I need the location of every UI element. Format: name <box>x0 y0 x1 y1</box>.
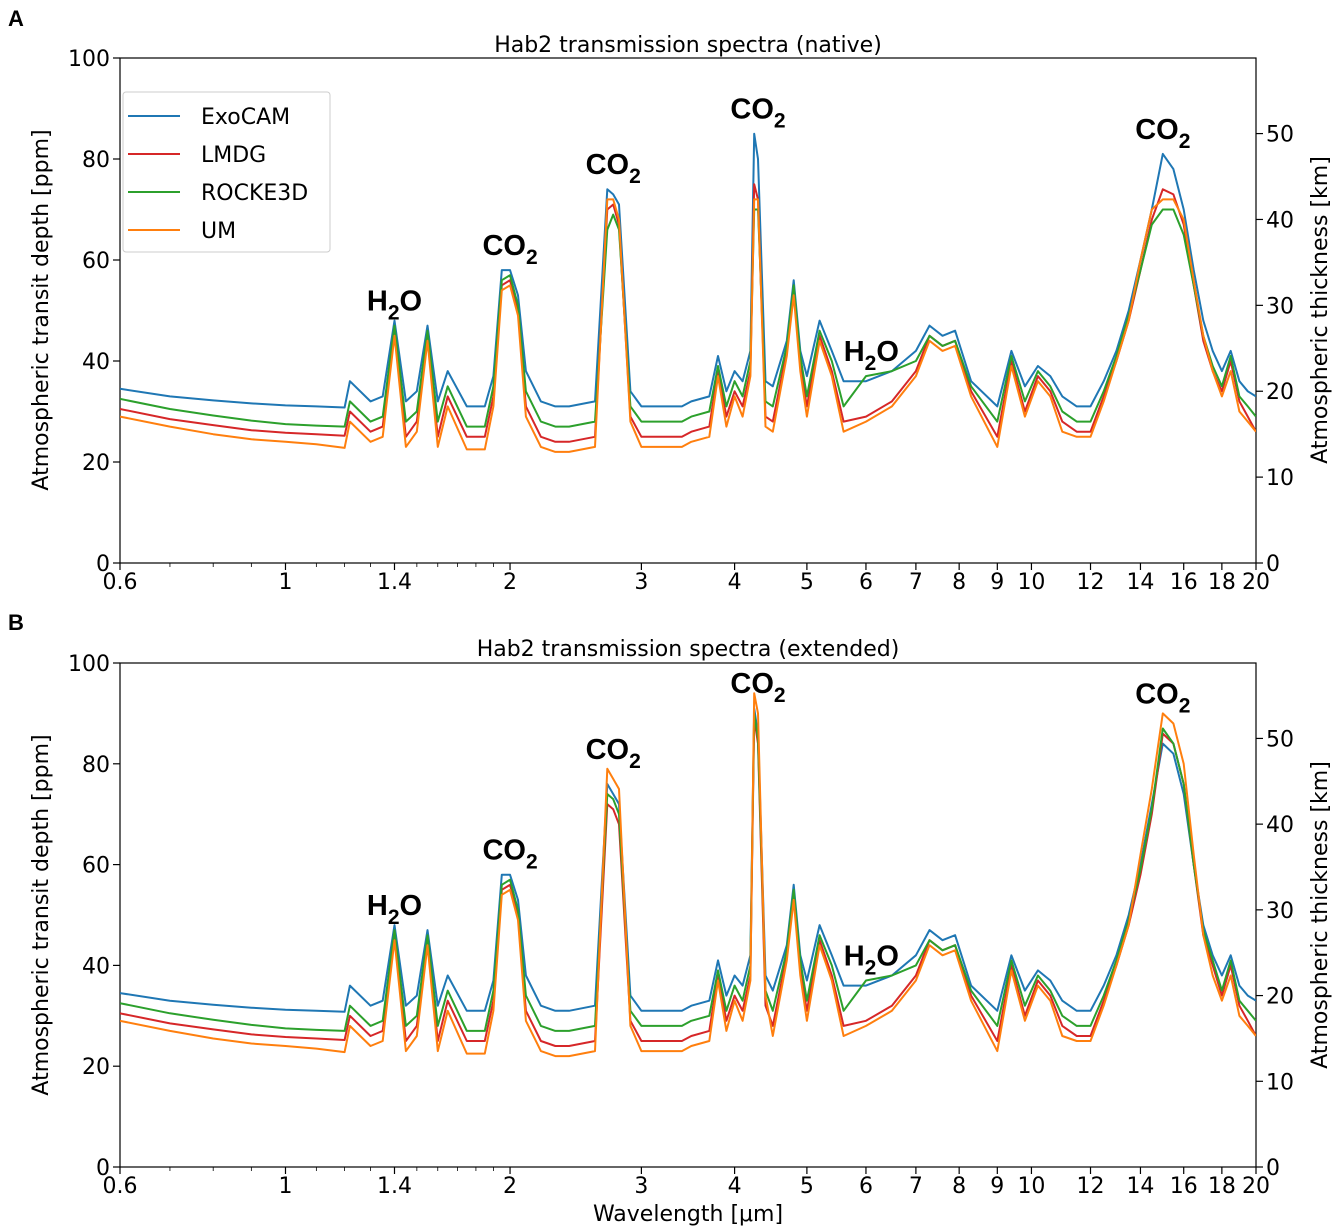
x-axis-label: Wavelength [μm] <box>593 1202 783 1227</box>
x-tick-label: 0.6 <box>103 570 138 595</box>
panel-letter: A <box>8 6 24 31</box>
x-tick-label: 4 <box>728 570 742 595</box>
molecule-annotation: CO2 <box>482 835 537 874</box>
y-axis-label: Atmospheric transit depth [ppm] <box>29 734 54 1095</box>
y-tick-label-right: 30 <box>1266 294 1294 319</box>
x-tick-label: 16 <box>1170 570 1198 595</box>
y-tick-label-right: 0 <box>1266 552 1280 577</box>
y-tick-label-right: 40 <box>1266 813 1294 838</box>
x-tick-label: 20 <box>1242 570 1270 595</box>
x-tick-label: 1.4 <box>377 1174 412 1199</box>
molecule-annotation: CO2 <box>730 668 785 707</box>
y-tick-label-right: 40 <box>1266 208 1294 233</box>
chart-title: Hab2 transmission spectra (extended) <box>477 637 900 662</box>
x-tick-label: 20 <box>1242 1174 1270 1199</box>
x-tick-label: 7 <box>909 1174 923 1199</box>
y-tick-label-right: 10 <box>1266 466 1294 491</box>
series-line-rocke3d <box>120 712 1256 1032</box>
y-tick-label: 40 <box>82 350 110 375</box>
x-tick-label: 9 <box>990 1174 1004 1199</box>
y-tick-label: 0 <box>96 552 110 577</box>
x-tick-label: 5 <box>800 570 814 595</box>
x-tick-label: 18 <box>1208 570 1236 595</box>
x-tick-label: 1 <box>278 1174 292 1199</box>
x-tick-label: 12 <box>1077 570 1105 595</box>
x-tick-label: 9 <box>990 570 1004 595</box>
y-axis-label-right: Atmospheric thickness [km] <box>1308 761 1333 1069</box>
x-tick-label: 10 <box>1017 570 1045 595</box>
legend: ExoCAM LMDG ROCKE3D UM <box>122 91 331 253</box>
x-tick-label: 3 <box>634 570 648 595</box>
plot-frame <box>119 662 1257 1168</box>
x-tick-label: 3 <box>634 1174 648 1199</box>
y-tick-label-right: 0 <box>1266 1156 1280 1181</box>
x-tick-label: 10 <box>1017 1174 1045 1199</box>
series-line-exocam <box>120 707 1256 1013</box>
molecule-annotation: CO2 <box>586 149 641 188</box>
y-tick-label-right: 30 <box>1266 899 1294 924</box>
x-tick-label: 5 <box>800 1174 814 1199</box>
legend-label: ROCKE3D <box>201 181 308 206</box>
x-tick-label: 7 <box>909 570 923 595</box>
x-tick-label: 6 <box>859 1174 873 1199</box>
y-tick-label-right: 20 <box>1266 380 1294 405</box>
molecule-annotation: H2O <box>844 336 899 375</box>
panel-a: A Hab2 transmission spectra (native) Atm… <box>8 6 1333 595</box>
y-axis-label-right: Atmospheric thickness [km] <box>1308 156 1333 464</box>
y-tick-label-right: 50 <box>1266 123 1294 148</box>
panel-b: B Hab2 transmission spectra (extended) A… <box>8 610 1333 1227</box>
molecule-annotation: CO2 <box>1135 678 1190 717</box>
y-tick-label: 60 <box>82 249 110 274</box>
legend-label: UM <box>201 219 236 244</box>
y-axis-label: Atmospheric transit depth [ppm] <box>29 129 54 490</box>
y-tick-label: 100 <box>68 652 110 677</box>
series-line-um <box>120 692 1256 1058</box>
plot-frame <box>119 57 1257 564</box>
y-tick-label: 0 <box>96 1156 110 1181</box>
x-tick-label: 0.6 <box>103 1174 138 1199</box>
y-tick-label-right: 10 <box>1266 1070 1294 1095</box>
molecule-annotation: CO2 <box>586 734 641 773</box>
x-tick-label: 18 <box>1208 1174 1236 1199</box>
x-tick-label: 12 <box>1077 1174 1105 1199</box>
y-tick-label-right: 50 <box>1266 727 1294 752</box>
x-tick-label: 14 <box>1126 1174 1154 1199</box>
series-line-um <box>120 198 1256 453</box>
x-tick-label: 4 <box>728 1174 742 1199</box>
molecule-annotation: CO2 <box>730 94 785 133</box>
legend-label: LMDG <box>201 143 266 168</box>
legend-box <box>122 91 331 253</box>
x-tick-label: 8 <box>952 570 966 595</box>
y-tick-label: 20 <box>82 1055 110 1080</box>
series-line-lmdg <box>120 717 1256 1047</box>
molecule-annotation: H2O <box>367 890 422 929</box>
x-tick-label: 1.4 <box>377 570 412 595</box>
molecule-annotation: H2O <box>367 286 422 325</box>
x-tick-label: 16 <box>1170 1174 1198 1199</box>
molecule-annotation: H2O <box>844 940 899 979</box>
x-tick-label: 14 <box>1126 570 1154 595</box>
y-tick-label: 40 <box>82 954 110 979</box>
x-tick-label: 2 <box>503 570 517 595</box>
y-tick-label: 60 <box>82 854 110 879</box>
legend-label: ExoCAM <box>201 105 290 130</box>
y-tick-label-right: 20 <box>1266 985 1294 1010</box>
molecule-annotation: CO2 <box>1135 114 1190 153</box>
panel-letter: B <box>8 610 24 635</box>
y-tick-label: 100 <box>68 47 110 72</box>
x-tick-label: 8 <box>952 1174 966 1199</box>
series-line-exocam <box>120 132 1256 409</box>
molecule-annotation: CO2 <box>482 230 537 269</box>
x-tick-label: 1 <box>278 570 292 595</box>
y-tick-label: 20 <box>82 451 110 476</box>
x-tick-label: 6 <box>859 570 873 595</box>
y-tick-label: 80 <box>82 148 110 173</box>
chart-title: Hab2 transmission spectra (native) <box>494 33 882 58</box>
y-tick-label: 80 <box>82 753 110 778</box>
x-tick-label: 2 <box>503 1174 517 1199</box>
